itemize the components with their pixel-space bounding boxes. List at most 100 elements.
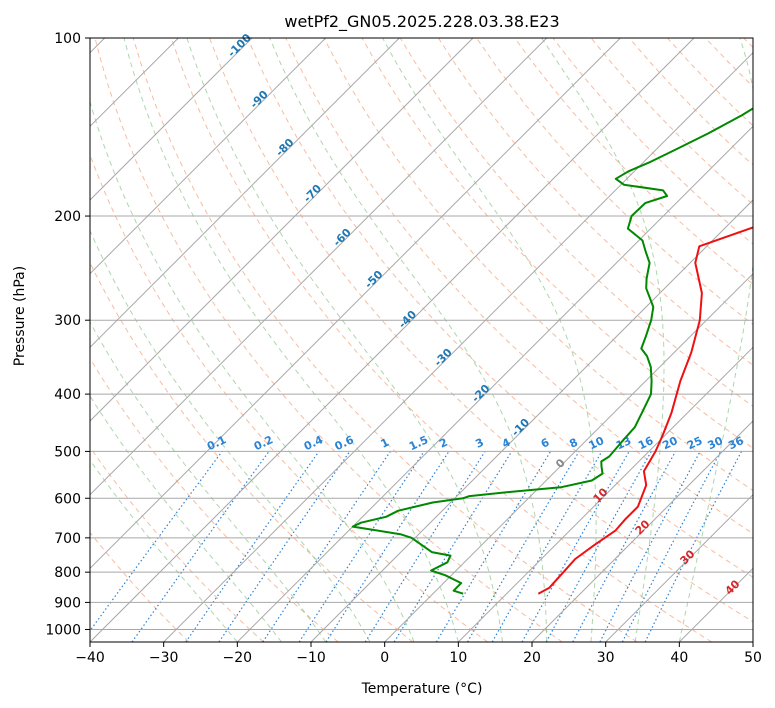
x-tick-label: −30 [149,650,179,666]
mixing-ratio-label: 20 [660,434,680,452]
x-tick-label: 40 [670,650,688,666]
isopleth-labels: 0.1 0.2 0.4 0.6 1 1.5 2 3 4 6 8 10 13 16 20 25 30 36-100-… [205,31,746,598]
isotherm-label: -30 [432,346,455,369]
mixing-ratio-line [545,451,652,642]
mixing-ratio-label: 10 [587,434,607,452]
mixing-ratio-line [572,451,677,642]
temperature-profile [537,226,753,595]
mixing-ratio-label: 0.4 [302,433,325,453]
isotherm-line [236,125,753,642]
moist-adiabat [90,459,238,642]
y-tick-label: 800 [54,565,81,581]
mixing-ratio-label: 0.2 [252,433,275,453]
y-tick-label: 200 [54,209,81,225]
dry-adiabat [90,446,264,642]
isotherm-label: -60 [331,226,354,249]
dry-adiabat [132,38,638,642]
dry-adiabat [247,38,753,578]
y-tick-label: 1000 [45,622,81,638]
x-tick-label: −40 [75,650,105,666]
mixing-ratio-label: 1 [379,436,391,451]
y-tick-label: 700 [54,531,81,547]
x-tick-label: 10 [449,650,467,666]
moist-adiabat-label: 10 [591,485,611,505]
mixing-ratio-label: 30 [706,434,726,452]
grid-lines [90,38,753,642]
mixing-ratio-line [621,451,722,642]
mixing-ratio-line [218,451,351,642]
y-tick-label: 900 [54,595,81,611]
moist-adiabat [541,38,665,642]
isotherm-line [90,38,474,422]
isotherm-line [752,641,753,642]
x-tick-label: 30 [597,650,615,666]
mixing-ratio-line [435,451,552,642]
dry-adiabat [94,38,563,642]
mixing-ratio-label: 0.1 [205,433,228,453]
mixing-ratio-label: 0.6 [333,433,356,453]
mixing-ratio-label: 25 [685,434,704,452]
mixing-ratio-line [644,451,743,642]
isotherm-line [605,493,753,642]
dry-adiabat [90,357,339,642]
mixing-ratio-label: 36 [726,434,746,452]
isotherm-label: -50 [362,268,385,291]
mixing-ratio-line [90,451,223,632]
moist-adiabat-label: 0 [553,456,568,471]
mixing-ratio-line [466,451,580,642]
moist-adiabat [123,38,459,642]
isotherm-line [90,38,327,275]
moist-adiabat [90,321,327,642]
mixing-ratio-line [185,451,320,642]
isotherm-line [384,272,753,642]
dry-adiabat [399,38,753,408]
x-axis-title: Temperature (°C) [361,681,483,697]
isotherm-label: -70 [301,182,324,205]
moist-adiabat [90,395,282,642]
isotherm-line [90,38,400,349]
y-axis-title: Pressure (hPa) [12,266,28,366]
mixing-ratio-line [521,451,630,642]
isotherm-line [531,420,753,642]
moist-adiabat [382,38,597,642]
isotherm-label: -40 [396,308,419,331]
isotherm-label: -10 [509,416,532,439]
dry-adiabat [437,38,753,366]
y-tick-label: 100 [54,31,81,47]
isotherm-line [90,38,548,496]
isotherm-label: -20 [469,382,492,405]
y-tick-label: 600 [54,491,81,507]
isotherm-line [457,346,753,642]
mixing-ratio-line [325,451,450,642]
isotherm-label: -100 [225,31,254,60]
x-tick-label: 0 [380,650,389,666]
mixing-ratio-line [298,451,425,642]
y-tick-label: 300 [54,313,81,329]
background-lines [90,38,753,642]
plot-frame [89,37,754,643]
dry-adiabat [170,38,712,642]
isotherm-line [90,38,621,570]
dry-adiabat [90,531,190,642]
moist-adiabat [90,229,371,642]
x-axis: −40 −30 −20 −10 0 10 20 30 40 50 [75,642,762,666]
dry-adiabat [476,38,753,326]
mixing-ratio-label: 3 [473,436,485,451]
sounding-lines [351,107,753,595]
x-tick-label: −10 [296,650,326,666]
isotherm-label: -90 [248,88,271,111]
dewpoint-profile [351,107,753,595]
isotherm-line [310,199,753,642]
isotherm-line [90,38,253,201]
mixing-ratio-label: 6 [539,436,552,451]
x-tick-label: 50 [744,650,762,666]
dry-adiabat [90,153,488,642]
y-tick-label: 400 [54,387,81,403]
mixing-ratio-label: 13 [614,434,633,452]
dry-adiabat [514,38,753,285]
moist-adiabat [269,38,548,642]
y-axis: 1000 900 800 700 600 500 400 300 200 100 [45,31,90,638]
dry-adiabat [90,261,414,642]
isotherm-label: -80 [273,136,296,159]
